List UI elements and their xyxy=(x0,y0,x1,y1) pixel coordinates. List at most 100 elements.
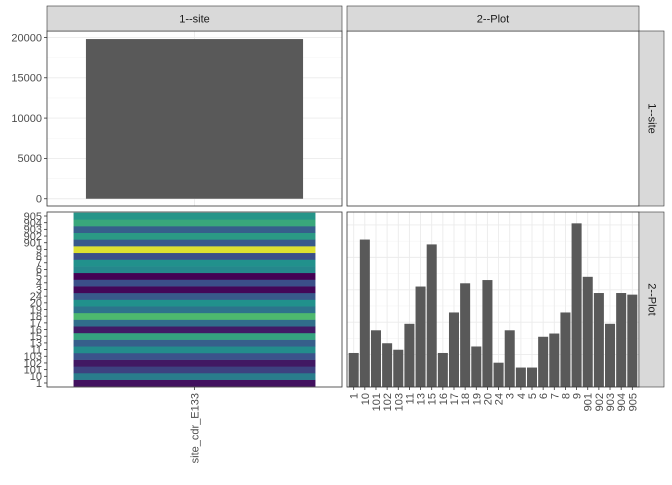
bar-plot-902 xyxy=(593,293,604,387)
bar-plot-13 xyxy=(415,286,426,387)
bar-plot-1 xyxy=(348,352,359,387)
y-tick-label-plot: 19 xyxy=(30,304,42,316)
heat-tile xyxy=(73,232,316,240)
bar-plot-16 xyxy=(437,352,448,387)
x-tick-label-plot: 17 xyxy=(449,393,461,405)
heat-tile xyxy=(73,359,316,367)
x-tick-label-plot: 8 xyxy=(560,393,572,399)
bar-plot-9 xyxy=(571,223,582,387)
x-tick-label-plot: 7 xyxy=(549,393,561,399)
y-tick-label-plot: 4 xyxy=(36,278,42,290)
x-tick-label-plot: 24 xyxy=(494,393,506,405)
x-tick-label-plot: 4 xyxy=(516,393,528,399)
y-tick-label-site: 10000 xyxy=(11,113,42,125)
x-tick-label-plot: 102 xyxy=(382,393,394,411)
x-tick-label-plot: 905 xyxy=(627,393,639,411)
x-tick-label-plot: 1 xyxy=(349,393,361,399)
bar-plot-10 xyxy=(359,239,370,387)
heat-tile xyxy=(73,286,316,294)
x-tick-label-plot: 904 xyxy=(616,393,628,411)
bar-plot-5 xyxy=(526,367,538,387)
y-tick-label-plot: 10 xyxy=(30,371,42,383)
heat-tile xyxy=(73,219,316,227)
y-tick-label-plot: 17 xyxy=(30,318,42,330)
bar-plot-103 xyxy=(393,349,404,387)
bar-plot-4 xyxy=(515,367,526,387)
x-tick-label-site: site_cdr_E133 xyxy=(190,393,202,463)
x-tick-label-plot: 9 xyxy=(572,393,584,399)
facet-strip-right-1 xyxy=(638,30,665,207)
heat-tile xyxy=(73,339,316,347)
y-tick-label-plot: 16 xyxy=(30,324,42,336)
bar-plot-6 xyxy=(538,336,549,387)
heat-tile xyxy=(73,266,316,274)
x-tick-label-plot: 11 xyxy=(404,393,416,404)
x-tick-label-plot: 3 xyxy=(505,393,517,399)
bar-plot-901 xyxy=(582,276,593,387)
heat-tile xyxy=(73,272,316,280)
y-tick-label-plot: 103 xyxy=(24,351,42,363)
bar-plot-17 xyxy=(448,312,460,387)
bar-plot-20 xyxy=(482,280,493,387)
y-tick-label-plot: 901 xyxy=(24,238,42,250)
y-tick-label-plot: 6 xyxy=(36,264,42,276)
bar-plot-905 xyxy=(627,294,638,387)
y-tick-label-plot: 11 xyxy=(31,344,42,356)
y-tick-label-plot: 7 xyxy=(36,258,42,270)
bar-plot-11 xyxy=(404,323,415,387)
bar-plot-8 xyxy=(560,312,571,387)
bar-plot-3 xyxy=(504,330,515,387)
y-tick-label-plot: 903 xyxy=(24,224,42,236)
x-tick-label-plot: 19 xyxy=(471,393,483,405)
facet-strip-right-label-1: 1--site xyxy=(646,103,658,134)
y-tick-label-plot: 13 xyxy=(30,338,42,350)
y-tick-label-plot: 102 xyxy=(24,358,42,370)
y-tick-label-site: 20000 xyxy=(11,32,42,44)
bar-plot-102 xyxy=(382,343,393,387)
x-tick-label-plot: 15 xyxy=(427,393,439,405)
x-tick-label-plot: 5 xyxy=(527,393,539,399)
heat-tile xyxy=(73,312,316,320)
x-tick-label-plot: 101 xyxy=(371,393,383,411)
x-tick-label-plot: 903 xyxy=(605,393,617,411)
heat-tile xyxy=(73,306,316,314)
bar-plot-15 xyxy=(426,244,437,387)
heat-tile xyxy=(73,352,316,360)
y-tick-label-plot: 1 xyxy=(36,378,42,390)
facet-strip-top-label-1: 1--site xyxy=(179,14,210,26)
heat-tile xyxy=(73,252,316,260)
bar-site-site xyxy=(85,39,304,199)
y-tick-label-plot: 8 xyxy=(36,251,42,263)
heat-tile xyxy=(73,372,316,380)
heat-tile xyxy=(73,226,316,234)
facet-strip-right-label-2: 2--Plot xyxy=(646,283,658,315)
x-tick-label-plot: 6 xyxy=(538,393,550,399)
heat-tile xyxy=(73,292,316,300)
heat-tile xyxy=(73,259,316,267)
bar-plot-19 xyxy=(471,346,482,387)
y-tick-label-plot: 905 xyxy=(24,211,42,223)
x-tick-label-plot: 18 xyxy=(460,393,472,405)
facet-strip-top-label-2: 2--Plot xyxy=(477,14,509,26)
bar-plot-24 xyxy=(493,362,504,387)
bar-plot-903 xyxy=(605,323,616,387)
x-tick-label-plot: 10 xyxy=(360,393,372,405)
bar-plot-18 xyxy=(460,283,471,387)
heat-tile xyxy=(73,326,316,334)
heat-tile xyxy=(73,299,316,307)
heat-tile xyxy=(73,346,316,354)
y-tick-label-plot: 3 xyxy=(36,284,42,296)
y-tick-label-site: 5000 xyxy=(18,153,42,165)
y-tick-label-site: 0 xyxy=(36,194,42,206)
y-tick-label-plot: 5 xyxy=(36,271,42,283)
y-tick-label-plot: 9 xyxy=(36,244,42,256)
bar-plot-7 xyxy=(549,333,560,387)
y-tick-label-plot: 18 xyxy=(30,311,42,323)
bar-plot-101 xyxy=(370,330,381,387)
facet-strip-right-2 xyxy=(638,211,665,388)
x-tick-label-plot: 103 xyxy=(393,393,405,411)
x-tick-label-plot: 901 xyxy=(583,393,595,411)
heat-tile xyxy=(73,332,316,340)
